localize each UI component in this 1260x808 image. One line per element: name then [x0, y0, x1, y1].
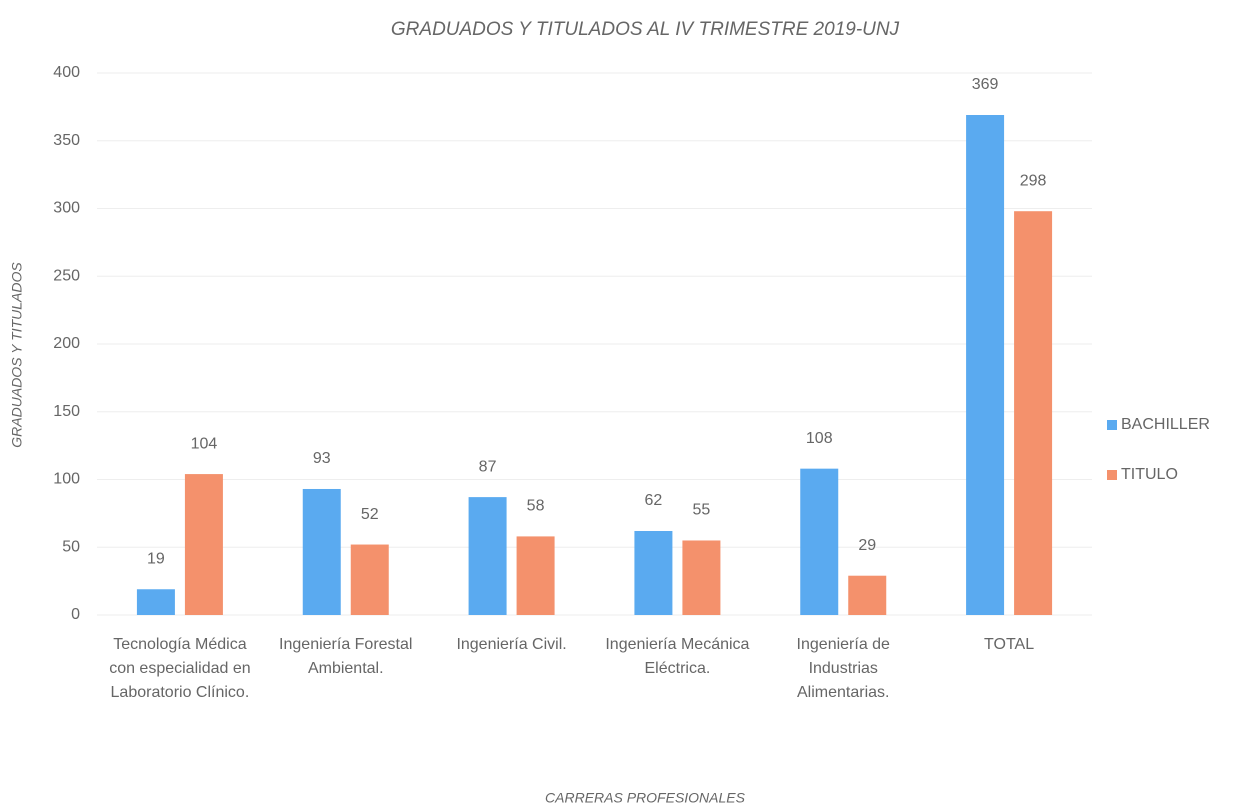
x-tick-label: Ingeniería Mecánica Eléctrica.	[605, 636, 750, 677]
bar	[634, 530, 673, 615]
bar	[848, 575, 887, 615]
y-tick-label: 50	[62, 538, 80, 555]
data-label: 55	[693, 502, 711, 519]
y-tick-label: 400	[53, 64, 80, 81]
y-tick-label: 300	[53, 200, 80, 217]
y-tick-label: 250	[53, 267, 80, 284]
bar	[184, 474, 223, 615]
data-label: 62	[645, 492, 663, 509]
y-tick-label: 150	[53, 403, 80, 420]
data-label: 93	[313, 450, 331, 467]
bar	[800, 468, 839, 615]
bar	[302, 488, 341, 615]
bar	[966, 115, 1005, 615]
x-tick-label-box: Ingeniería Forestal Ambiental.	[279, 636, 413, 677]
bar	[682, 540, 721, 615]
x-tick-label: TOTAL	[984, 636, 1035, 653]
bar	[1014, 211, 1053, 615]
y-tick-label: 100	[53, 471, 80, 488]
data-label: 52	[361, 506, 379, 523]
bar	[516, 536, 555, 615]
bar	[136, 589, 175, 615]
data-label: 369	[972, 76, 999, 93]
legend-swatch	[1107, 420, 1117, 430]
data-label: 298	[1020, 172, 1047, 189]
data-label: 58	[527, 498, 545, 515]
y-tick-label: 200	[53, 335, 80, 352]
x-tick-label-box: Ingeniería Mecánica Eléctrica.	[605, 636, 750, 677]
bar	[468, 497, 507, 615]
x-axis-title: CARRERAS PROFESIONALES	[545, 790, 746, 806]
data-label: 29	[858, 537, 876, 554]
legend-label: BACHILLER	[1121, 416, 1210, 433]
data-label: 87	[479, 458, 497, 475]
data-label: 108	[806, 430, 833, 447]
legend-swatch	[1107, 470, 1117, 480]
bar	[350, 544, 389, 615]
x-tick-label-box: Ingeniería de Industrias Alimentarias.	[796, 636, 890, 701]
x-tick-label: Ingeniería Forestal Ambiental.	[279, 636, 413, 677]
x-tick-label: Tecnología Médica con especialidad en La…	[109, 636, 251, 701]
data-label: 19	[147, 550, 165, 567]
x-tick-label-box: Ingeniería Civil.	[456, 636, 567, 653]
y-axis-title: GRADUADOS Y TITULADOS	[9, 262, 25, 448]
x-tick-label: Ingeniería Civil.	[456, 636, 567, 653]
y-tick-label: 350	[53, 132, 80, 149]
data-label: 104	[191, 435, 218, 452]
x-tick-label-box: Tecnología Médica con especialidad en La…	[109, 636, 251, 701]
x-tick-label: Ingeniería de Industrias Alimentarias.	[796, 636, 890, 701]
y-tick-label: 0	[71, 606, 80, 623]
chart-title: GRADUADOS Y TITULADOS AL IV TRIMESTRE 20…	[391, 19, 900, 40]
legend-label: TITULO	[1121, 466, 1178, 483]
x-tick-label-box: TOTAL	[984, 636, 1035, 653]
